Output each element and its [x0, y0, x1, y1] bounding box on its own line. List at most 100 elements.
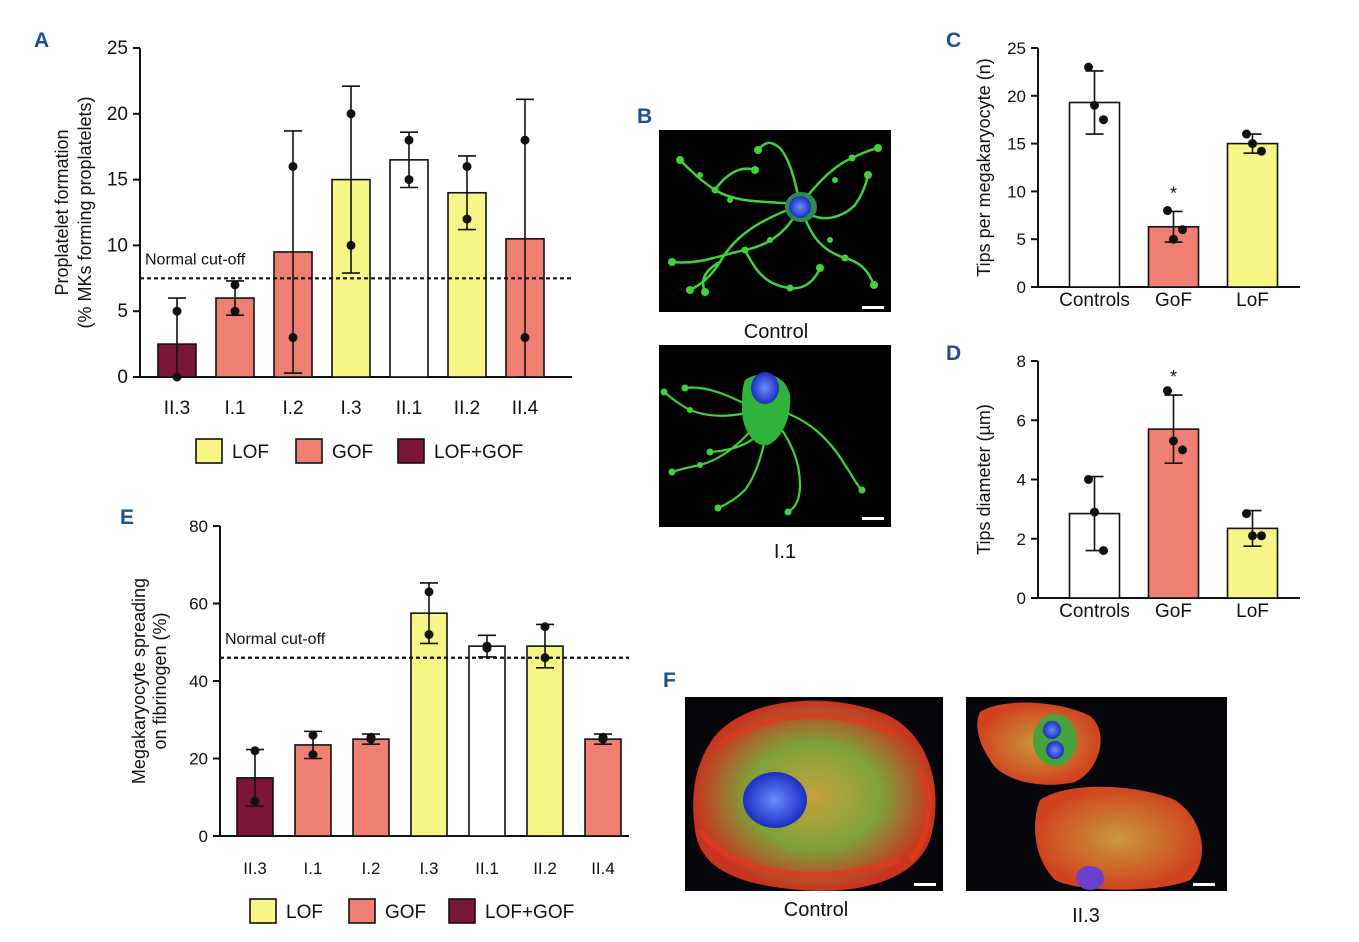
chart-e-x-tick-label: I.1 — [304, 859, 323, 878]
chart-a-x-tick-label: II.3 — [164, 398, 190, 419]
panel-letter-f: F — [663, 669, 676, 692]
chart-d-y-tick-label: 4 — [1017, 471, 1026, 490]
chart-d-data-point — [1084, 475, 1093, 484]
chart-a-legend-swatch — [295, 438, 323, 464]
chart-a-data-point — [520, 333, 530, 343]
chart-c-y-tick-label: 0 — [1017, 278, 1026, 297]
chart-c-data-point — [1248, 139, 1257, 149]
chart-e-x-tick-label: II.2 — [533, 859, 557, 878]
chart-a-y-label: Proplatelet formation — [52, 129, 72, 295]
chart-a-y-tick-label: 0 — [117, 367, 128, 388]
chart-e-data-point — [250, 746, 260, 756]
chart-e-legend-swatch — [448, 898, 476, 924]
chart-d-data-point — [1178, 445, 1187, 455]
chart-a-legend-swatch — [397, 438, 425, 464]
panel-b: B — [637, 105, 891, 563]
chart-a-y-tick-label: 25 — [107, 38, 128, 59]
chart-c-data-point — [1169, 234, 1178, 244]
chart-c-data-point — [1099, 115, 1108, 125]
chart-e-data-point — [424, 630, 434, 639]
chart-e-legend-swatch — [348, 898, 376, 924]
chart-e-y-tick-label: 20 — [189, 750, 208, 769]
chart-e-data-point — [308, 750, 318, 760]
chart-e-x-tick-label: II.4 — [591, 859, 615, 878]
chart-a-data-point — [462, 214, 472, 224]
chart-c-y-tick-label: 20 — [1007, 87, 1026, 106]
chart-a-x-tick-label: II.1 — [396, 398, 422, 419]
chart-d-y-tick-label: 8 — [1017, 352, 1026, 371]
chart-e-y-tick-label: 0 — [199, 827, 208, 846]
chart-d-significance-star: * — [1170, 367, 1177, 387]
chart-e-x-tick-label: I.2 — [362, 859, 381, 878]
chart-e-data-point — [424, 587, 434, 597]
chart-c-y-tick-label: 15 — [1007, 135, 1026, 154]
chart-e-y-label: on fibrinogen (%) — [150, 612, 170, 749]
chart-e-bar — [584, 738, 622, 837]
chart-e-bar — [410, 612, 448, 837]
chart-e-y-tick-label: 60 — [189, 595, 208, 614]
chart-e-bar — [468, 645, 506, 837]
chart-e-data-point — [598, 734, 608, 744]
chart-e-data-point — [366, 734, 376, 744]
chart-a-x-tick-label: II.4 — [512, 398, 539, 419]
chart-a-x-tick-label: I.3 — [340, 398, 361, 419]
chart-c: C 0 5 10 15 20 25 Tips per megakaryocyte (n) Co… — [946, 29, 1300, 311]
chart-a-data-point — [230, 306, 240, 316]
chart-c-data-point — [1090, 100, 1099, 110]
panel-letter-d: D — [946, 342, 961, 365]
chart-d-data-point — [1257, 531, 1266, 541]
chart-a-legend-swatch — [195, 438, 223, 464]
panel-letter-e: E — [120, 506, 134, 529]
chart-e-data-point — [250, 796, 260, 806]
chart-e-bar — [526, 645, 564, 837]
chart-a-bar — [389, 159, 429, 378]
panel-letter-a: A — [34, 29, 49, 52]
chart-a-bar — [447, 191, 487, 378]
chart-c-data-point — [1257, 146, 1266, 156]
chart-a-y-tick-label: 10 — [107, 235, 128, 256]
chart-a-data-point — [346, 109, 356, 119]
chart-d-data-point — [1242, 509, 1251, 519]
chart-c-x-tick-label: GoF — [1155, 290, 1192, 311]
chart-a-y-tick-label: 15 — [107, 170, 128, 191]
chart-c-x-tick-label: LoF — [1236, 290, 1269, 311]
chart-d-x-tick-label: LoF — [1236, 601, 1269, 622]
chart-a-y-label: (% MKs forming proplatelets) — [75, 96, 95, 328]
chart-d-x-tick-label: Controls — [1059, 601, 1130, 622]
chart-e-cutoff-label: Normal cut-off — [225, 631, 326, 648]
chart-c-bar — [1226, 142, 1279, 288]
chart-e-data-point — [482, 643, 492, 653]
chart-c-y-tick-label: 5 — [1017, 230, 1026, 249]
chart-a-data-point — [172, 372, 182, 382]
chart-e-bar — [352, 738, 390, 837]
chart-d-y-tick-label: 2 — [1017, 530, 1026, 549]
chart-e-legend-label: LOF+GOF — [485, 902, 574, 923]
chart-e-y-tick-label: 40 — [189, 672, 208, 691]
chart-a-x-tick-label: I.2 — [282, 398, 303, 419]
chart-d-data-point — [1090, 507, 1099, 517]
chart-e-y-tick-label: 80 — [189, 517, 208, 536]
panel-letter-c: C — [946, 29, 961, 52]
chart-a-cutoff-label: Normal cut-off — [145, 251, 246, 268]
chart-a-data-point — [404, 175, 414, 185]
chart-d-y-label: Tips diameter (µm) — [974, 404, 994, 555]
chart-c-data-point — [1084, 62, 1093, 72]
chart-d-y-tick-label: 0 — [1017, 589, 1026, 608]
chart-e-data-point — [540, 622, 550, 632]
chart-e-x-tick-label: I.3 — [420, 859, 439, 878]
chart-d-x-tick-label: GoF — [1155, 601, 1192, 622]
chart-a-legend-label: GOF — [332, 442, 373, 463]
chart-e: E 0 20 40 60 80 Megakaryocyte spreading on fib… — [120, 506, 629, 924]
panel-f: F Control II.3 — [663, 669, 1227, 927]
chart-e-x-tick-label: II.1 — [475, 859, 499, 878]
chart-a-legend-label: LOF+GOF — [434, 442, 523, 463]
chart-a-data-point — [404, 135, 414, 145]
chart-e-legend-swatch — [249, 898, 277, 924]
micrograph-f-control — [685, 697, 943, 891]
chart-c-significance-star: * — [1170, 183, 1177, 203]
chart-a-y-tick-label: 20 — [107, 104, 128, 125]
caption-f-control: Control — [784, 899, 848, 921]
caption-b-control: Control — [744, 321, 808, 343]
chart-e-x-tick-label: II.3 — [243, 859, 267, 878]
chart-a: A 0 5 10 15 20 25 Proplatelet formation (% MKs … — [34, 29, 572, 464]
